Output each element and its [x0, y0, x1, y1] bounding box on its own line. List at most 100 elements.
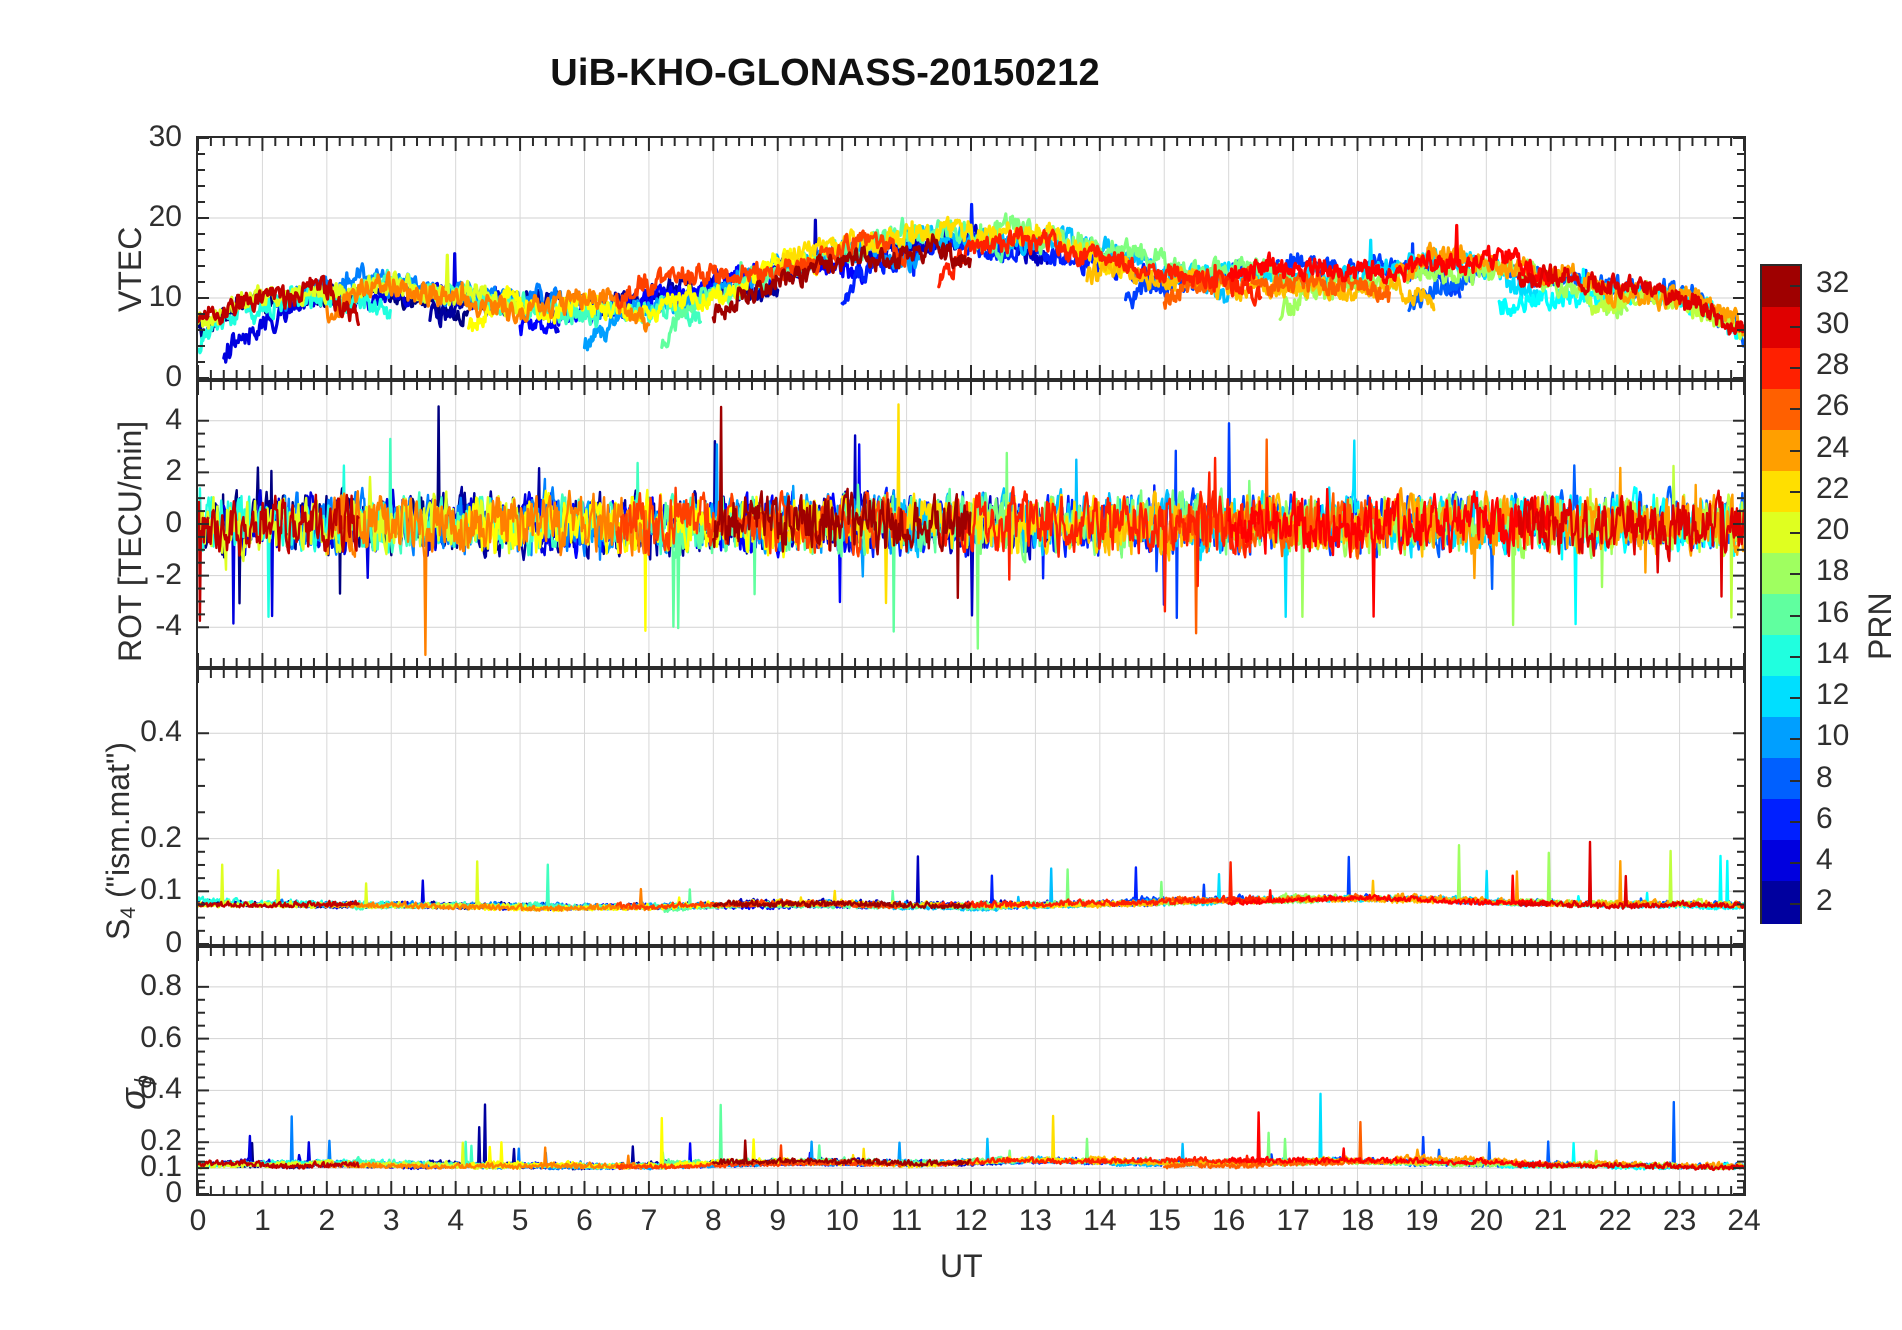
- series-line-prn-27: [615, 229, 908, 310]
- x-tick-label: 13: [1018, 1204, 1053, 1237]
- panel-rot-ytick-label: -2: [155, 557, 182, 591]
- series-line-prn-28: [937, 225, 1263, 307]
- panel-s4-ytick-label: 0.4: [140, 715, 182, 749]
- x-tick-label: 5: [511, 1204, 529, 1237]
- panel-rot: [196, 380, 1746, 668]
- colorbar-tick-mark: [1790, 325, 1801, 328]
- x-tick-label: 1: [254, 1204, 271, 1237]
- x-tick-label: 16: [1211, 1204, 1246, 1237]
- series-line-prn-30: [1517, 489, 1744, 598]
- x-tick-label: 11: [891, 1204, 923, 1237]
- series-line-prn-29: [1227, 223, 1552, 287]
- series-line-prn-16: [660, 1103, 1010, 1167]
- panel-s4-ytick-label: 0.2: [140, 820, 182, 854]
- x-axis-title: UT: [940, 1248, 983, 1284]
- colorbar-tick-mark: [1790, 408, 1801, 411]
- series-line-prn-29: [1227, 487, 1552, 618]
- series-line-prn-12: [1188, 1092, 1539, 1168]
- series-line-prn-32: [712, 899, 972, 910]
- x-tick-label: 24: [1727, 1204, 1761, 1237]
- series-line-prn-31: [198, 493, 360, 622]
- series-line-prn-32: [712, 405, 972, 600]
- colorbar-tick-label: 6: [1816, 801, 1833, 835]
- panel-sigmaphi-ytick-label: 0.2: [140, 1124, 182, 1158]
- colorbar-tick-label: 18: [1816, 554, 1850, 588]
- colorbar-tick-mark: [1790, 367, 1801, 370]
- x-tick-label: 21: [1534, 1204, 1568, 1237]
- series-line-prn-32: [711, 233, 972, 324]
- colorbar-tick-mark: [1790, 903, 1801, 906]
- series-line-prn-28: [937, 1154, 1262, 1167]
- series-line-prn-25: [325, 489, 650, 657]
- colorbar-band: [1762, 348, 1800, 391]
- panel-vtec-ytick-label: 10: [148, 280, 182, 313]
- panel-vtec-ytick-label: 0: [165, 360, 182, 393]
- panel-vtec: [196, 136, 1746, 380]
- colorbar-tick-mark: [1790, 655, 1801, 658]
- colorbar-tick-label: 10: [1816, 719, 1850, 753]
- colorbar-tick-mark: [1790, 284, 1801, 287]
- colorbar-tick-label: 2: [1816, 884, 1833, 918]
- panel-rot-ytick-label: 2: [165, 454, 182, 488]
- colorbar-tick-label: 28: [1816, 348, 1850, 382]
- colorbar-tick-label: 16: [1816, 595, 1850, 629]
- series-line-prn-25: [325, 887, 650, 912]
- s4-subscript: 4: [116, 906, 140, 919]
- x-tick-label: 23: [1662, 1204, 1697, 1237]
- series-line-prn-32: [712, 1139, 972, 1167]
- panel-rot-canvas: [198, 382, 1744, 666]
- x-tick-label: 9: [769, 1204, 787, 1237]
- colorbar-band: [1762, 758, 1800, 801]
- panel-vtec-canvas: [198, 138, 1744, 378]
- x-tick-label: 2: [318, 1204, 336, 1237]
- panel-sigmaphi: [196, 946, 1746, 1196]
- panel-vtec-ytick-label: 20: [148, 200, 182, 233]
- x-tick-label: 3: [382, 1204, 400, 1237]
- x-tick-label: 0: [189, 1204, 207, 1237]
- colorbar-tick-mark: [1790, 862, 1801, 865]
- panel-s4: [196, 668, 1746, 946]
- colorbar-title: PRN: [1862, 592, 1898, 660]
- x-tick-label: 17: [1276, 1204, 1310, 1237]
- panel-s4-canvas: [198, 670, 1744, 944]
- series-line-prn-9: [274, 477, 611, 561]
- x-tick-label: 7: [640, 1204, 658, 1237]
- colorbar-band: [1762, 389, 1800, 432]
- figure-title: UiB-KHO-GLONASS-20150212: [550, 52, 1100, 94]
- panel-sigmaphi-ytick-label: 0.4: [140, 1072, 182, 1106]
- colorbar-tick-label: 4: [1816, 843, 1833, 877]
- series-line-prn-28: [937, 861, 1262, 909]
- series-line-prn-30: [1517, 840, 1744, 910]
- colorbar-tick-label: 26: [1816, 389, 1850, 423]
- panel-vtec-ytick-label: 30: [148, 120, 182, 153]
- x-tick-label: 6: [576, 1204, 593, 1237]
- series-line-prn-31: [198, 274, 360, 327]
- colorbar-tick-mark: [1790, 614, 1801, 617]
- colorbar-band: [1762, 307, 1800, 350]
- x-tick-label: 15: [1147, 1204, 1181, 1237]
- colorbar-tick-label: 22: [1816, 471, 1850, 505]
- panel-s4-ytick-label: 0: [165, 926, 182, 959]
- series-line-prn-30: [1516, 263, 1744, 336]
- x-tick-label: 12: [954, 1204, 988, 1237]
- series-line-prn-31: [198, 1158, 360, 1170]
- colorbar-tick-mark: [1790, 532, 1801, 535]
- series-line-prn-27: [615, 486, 907, 558]
- colorbar-tick-label: 24: [1816, 430, 1850, 464]
- x-tick-label: 8: [704, 1204, 722, 1237]
- colorbar-band: [1762, 799, 1800, 842]
- series-line-prn-30: [1517, 1161, 1744, 1172]
- series-line-prn-31: [198, 899, 360, 909]
- x-tick-label: 20: [1469, 1204, 1504, 1237]
- series-line-prn-28: [937, 456, 1262, 613]
- panel-sigmaphi-ytick-label: 0.1: [140, 1150, 182, 1184]
- colorbar-tick-mark: [1790, 820, 1801, 823]
- series-line-prn-29: [1227, 874, 1552, 907]
- panel-sigmaphi-canvas: [198, 948, 1744, 1194]
- colorbar-band: [1762, 266, 1800, 309]
- colorbar-tick-mark: [1790, 697, 1801, 700]
- colorbar-tick-label: 8: [1816, 760, 1833, 794]
- panel-rot-ytick-label: -4: [155, 609, 182, 643]
- panel-sigmaphi-ytick-label: 0.6: [140, 1020, 182, 1054]
- x-tick-label: 14: [1083, 1204, 1117, 1237]
